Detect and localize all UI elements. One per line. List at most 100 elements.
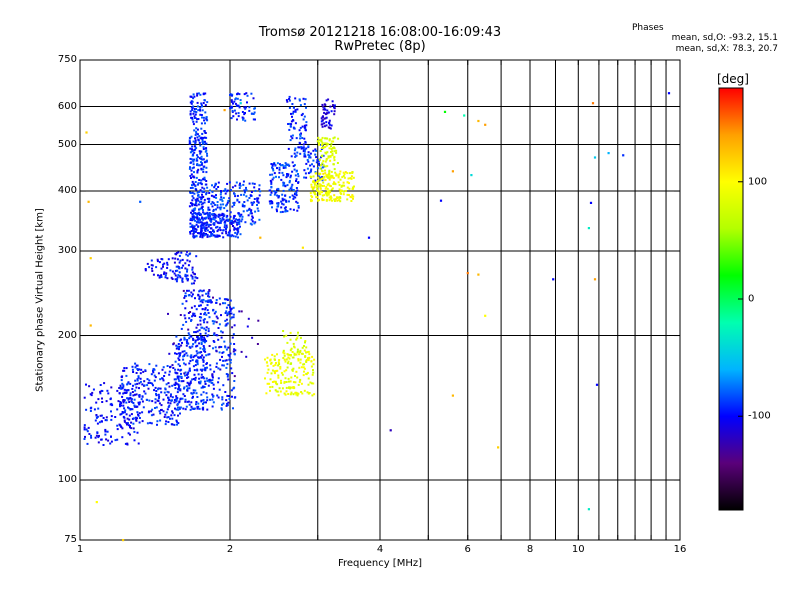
echo-point xyxy=(201,308,204,311)
echo-point xyxy=(315,172,317,175)
echo-point xyxy=(88,433,91,435)
echo-point xyxy=(299,349,302,352)
echo-point xyxy=(204,300,207,303)
echo-point xyxy=(150,414,153,417)
echo-point xyxy=(125,401,128,404)
echo-point xyxy=(211,184,213,187)
echo-point xyxy=(159,419,162,422)
echo-point xyxy=(205,171,208,174)
echo-point xyxy=(236,118,238,121)
echo-point xyxy=(310,168,313,171)
echo-point xyxy=(184,295,187,298)
echo-point xyxy=(205,166,208,169)
echo-point xyxy=(305,359,308,361)
echo-point xyxy=(166,365,169,367)
echo-point xyxy=(225,359,228,362)
echo-point xyxy=(202,222,205,225)
echo-point xyxy=(322,172,325,175)
echo-point xyxy=(175,252,178,254)
echo-point xyxy=(200,196,203,199)
echo-point xyxy=(224,192,227,195)
echo-point xyxy=(190,230,193,232)
echo-point xyxy=(195,130,198,133)
echo-point xyxy=(196,323,199,326)
echo-point xyxy=(226,201,229,204)
echo-point xyxy=(202,102,205,104)
echo-point xyxy=(207,215,210,218)
echo-point xyxy=(324,117,327,120)
echo-point xyxy=(322,164,325,167)
echo-point xyxy=(288,188,291,191)
echo-point xyxy=(256,204,258,206)
echo-point xyxy=(204,329,207,332)
echo-point xyxy=(140,368,143,371)
echo-point xyxy=(199,332,202,335)
echo-point xyxy=(217,186,220,188)
echo-point xyxy=(208,223,211,226)
echo-point xyxy=(326,109,329,112)
echo-point xyxy=(225,348,228,351)
echo-point xyxy=(240,193,243,196)
echo-point xyxy=(193,354,196,357)
echo-point xyxy=(189,311,192,313)
echo-point xyxy=(192,140,195,143)
echo-point xyxy=(202,218,205,221)
echo-point xyxy=(321,103,324,106)
echo-point xyxy=(174,269,177,272)
echo-point xyxy=(326,194,329,197)
echo-point xyxy=(190,354,193,357)
echo-point xyxy=(129,433,131,436)
echo-point xyxy=(164,274,167,277)
echo-point xyxy=(323,103,326,106)
echo-point xyxy=(97,436,100,439)
echo-point xyxy=(296,394,299,397)
echo-point xyxy=(186,389,189,392)
echo-point xyxy=(286,184,289,187)
echo-point xyxy=(205,136,208,139)
echo-point xyxy=(187,387,189,390)
echo-point xyxy=(307,359,310,362)
echo-point xyxy=(206,379,209,382)
echo-point xyxy=(173,378,176,381)
echo-point xyxy=(295,178,298,181)
echo-point xyxy=(226,322,229,325)
echo-point xyxy=(202,170,205,173)
echo-point xyxy=(187,312,190,314)
echo-point xyxy=(199,218,202,221)
echo-point xyxy=(164,413,167,416)
echo-point xyxy=(190,211,192,214)
echo-point xyxy=(185,385,188,388)
echo-point xyxy=(135,418,138,421)
echo-point xyxy=(207,334,210,337)
echo-point xyxy=(311,199,313,202)
echo-point xyxy=(191,148,193,151)
echo-point xyxy=(337,174,340,177)
echo-point xyxy=(253,182,256,185)
echo-point xyxy=(206,186,209,189)
echo-point xyxy=(194,339,197,342)
echo-point xyxy=(281,202,284,205)
echo-point xyxy=(203,176,206,179)
echo-point xyxy=(183,355,186,357)
echo-point xyxy=(158,261,161,264)
echo-point xyxy=(222,359,225,362)
echo-point xyxy=(273,190,276,193)
echo-point xyxy=(288,386,291,389)
echo-point xyxy=(331,147,334,150)
echo-point xyxy=(233,204,236,206)
echo-point xyxy=(328,147,331,150)
echo-point xyxy=(199,221,202,224)
echo-point xyxy=(217,327,220,329)
echo-point xyxy=(247,214,250,217)
echo-point xyxy=(314,179,317,182)
echo-point xyxy=(234,227,237,230)
echo-point xyxy=(269,386,272,389)
echo-point xyxy=(186,381,189,384)
echo-point xyxy=(236,231,239,234)
echo-point xyxy=(166,266,169,269)
echo-point xyxy=(327,98,330,101)
echo-point xyxy=(105,416,108,419)
echo-point xyxy=(168,385,171,388)
echo-point xyxy=(211,405,214,408)
echo-point xyxy=(132,422,135,425)
